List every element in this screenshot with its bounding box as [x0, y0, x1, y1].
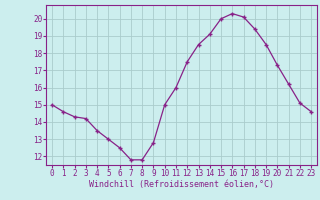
X-axis label: Windchill (Refroidissement éolien,°C): Windchill (Refroidissement éolien,°C): [89, 180, 274, 189]
